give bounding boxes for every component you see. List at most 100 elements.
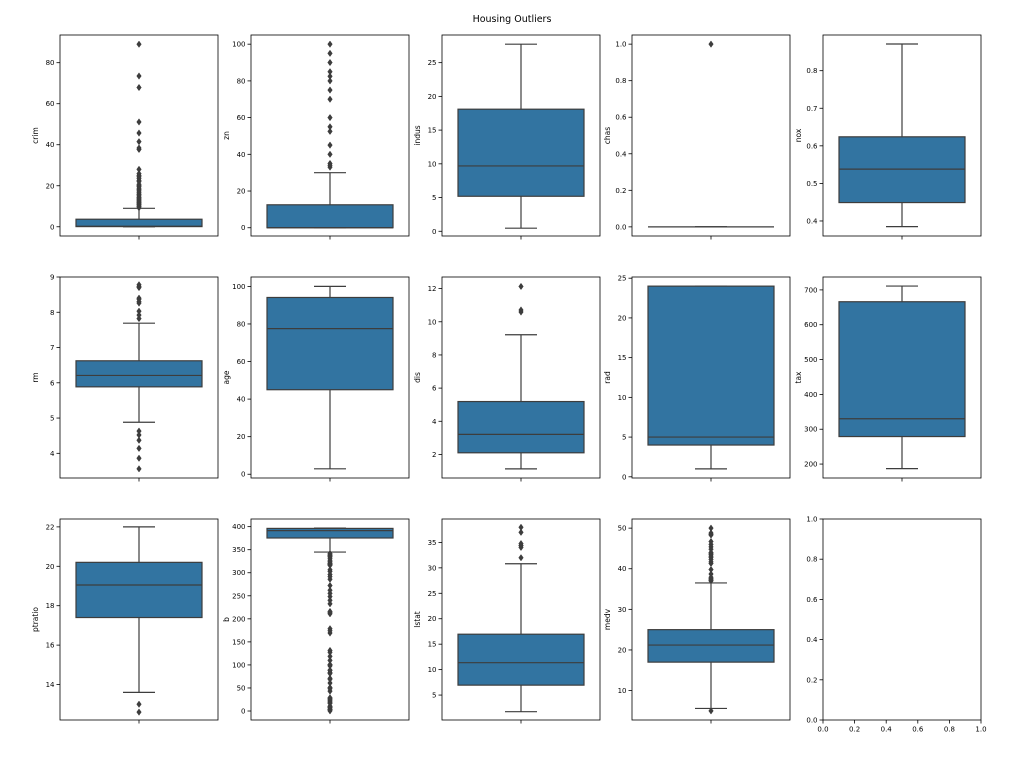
y-tick-label: 0.2: [806, 676, 817, 684]
y-tick-label: 0.8: [806, 556, 817, 564]
subplot-rad: 0 5 10 15 20 25 rad: [603, 275, 791, 482]
outlier-point: [518, 306, 524, 314]
y-tick-label: 20: [46, 563, 55, 571]
axes-frame: [250, 34, 410, 237]
figure-title: Housing Outliers: [473, 14, 552, 25]
x-tick-label: 1.0: [975, 726, 986, 734]
subplot-grid: 020406080crim020406080100zn0510152025ind…: [31, 34, 987, 734]
outlier-point: [327, 141, 333, 149]
subplot-empty: 0.0 0.2 0.4 0.6 0.8 1.0 0.0 0.2 0.4 0.6 0.8 1.0: [806, 516, 986, 734]
y-tick-label: 8: [432, 351, 436, 359]
outlier-point: [136, 129, 142, 137]
outlier-point: [327, 113, 333, 122]
y-tick-label: 2: [432, 451, 436, 459]
y-tick-label: 14: [46, 681, 55, 689]
subplot-age: 0 20 40 60 80 100 age: [222, 276, 410, 482]
y-tick-label: 0.8: [806, 67, 817, 75]
iqr-box: [266, 204, 394, 229]
y-tick-label: 12: [428, 285, 437, 293]
axes-frame: [250, 518, 410, 721]
outlier-point: [327, 607, 333, 616]
y-tick-label: 0.6: [806, 142, 818, 150]
y-axis-label: rm: [31, 372, 40, 382]
outlier-point: [327, 95, 333, 103]
y-tick-label: 0.6: [806, 596, 818, 604]
outlier-point: [327, 646, 333, 655]
y-tick-label: 40: [237, 396, 246, 404]
outlier-point: [327, 679, 333, 687]
y-tick-label: 20: [428, 615, 437, 623]
y-tick-label: 60: [46, 100, 55, 108]
y-tick-label: 10: [428, 160, 437, 168]
outlier-point: [136, 40, 142, 48]
outlier-point: [327, 625, 333, 633]
outlier-point: [708, 40, 714, 48]
y-tick-label: 5: [622, 434, 626, 442]
outlier-point: [136, 144, 142, 152]
outlier-point: [136, 281, 142, 289]
y-tick-label: 400: [232, 523, 245, 531]
y-tick-label: 700: [804, 286, 817, 294]
y-tick-label: 0.7: [806, 105, 817, 113]
y-tick-label: 0.8: [615, 77, 626, 85]
axes-frame: [631, 518, 791, 721]
subplot-crim: 0 20 40 60 80 crim: [31, 34, 219, 240]
outlier-point: [327, 49, 333, 57]
y-axis-label: crim: [31, 127, 40, 144]
outlier-point: [136, 465, 142, 473]
iqr-box: [266, 296, 394, 391]
x-tick-label: 0.0: [817, 726, 828, 734]
y-tick-label: 20: [46, 182, 55, 190]
y-axis-label: dis: [413, 372, 422, 383]
outlier-point: [708, 707, 714, 715]
y-tick-label: 60: [237, 114, 246, 122]
y-tick-label: 30: [428, 564, 437, 572]
y-tick-label: 200: [804, 461, 817, 469]
y-tick-label: 20: [618, 314, 627, 322]
y-tick-label: 15: [428, 641, 437, 649]
subplot-indus: 0 5 10 15 20 25 indus: [413, 34, 601, 240]
outlier-point: [708, 529, 714, 537]
outlier-point: [327, 666, 333, 674]
axes-frame: [59, 276, 219, 479]
outlier-point: [136, 427, 142, 435]
y-tick-label: 25: [618, 275, 627, 283]
y-tick-label: 4: [50, 450, 55, 458]
outlier-point: [518, 528, 524, 536]
y-tick-label: 300: [232, 569, 245, 577]
iqr-box: [75, 218, 203, 228]
outlier-point: [327, 86, 333, 94]
axes-frame: [822, 34, 982, 237]
outlier-point: [327, 596, 333, 604]
outlier-point: [327, 159, 333, 168]
y-tick-label: 0: [241, 471, 245, 479]
x-tick-label: 0.4: [881, 726, 893, 734]
y-axis-label: age: [222, 370, 231, 384]
outlier-point: [136, 444, 142, 453]
iqr-box: [75, 360, 203, 388]
y-axis-label: rad: [603, 371, 612, 384]
outlier-point: [327, 40, 333, 48]
y-tick-label: 9: [50, 274, 54, 282]
y-tick-label: 20: [428, 93, 437, 101]
outlier-point: [327, 694, 333, 702]
y-tick-label: 20: [237, 188, 246, 196]
subplot-medv: 10 20 30 40 50 medv: [603, 518, 791, 724]
axes-frame: [822, 276, 982, 479]
outlier-point: [327, 123, 333, 131]
outlier-point: [327, 683, 333, 692]
y-tick-label: 50: [237, 684, 246, 692]
outlier-point: [136, 431, 142, 439]
axes-frame: [250, 276, 410, 479]
outlier-point: [708, 537, 714, 546]
outlier-point: [136, 118, 142, 126]
y-axis-label: tax: [794, 371, 803, 384]
iqr-box: [838, 301, 966, 438]
y-tick-label: 15: [428, 127, 437, 135]
y-tick-label: 0.2: [615, 187, 626, 195]
x-tick-label: 0.2: [849, 726, 860, 734]
y-tick-label: 6: [432, 385, 437, 393]
y-tick-label: 400: [804, 391, 817, 399]
outlier-point: [136, 165, 142, 173]
y-tick-label: 0.5: [806, 180, 817, 188]
